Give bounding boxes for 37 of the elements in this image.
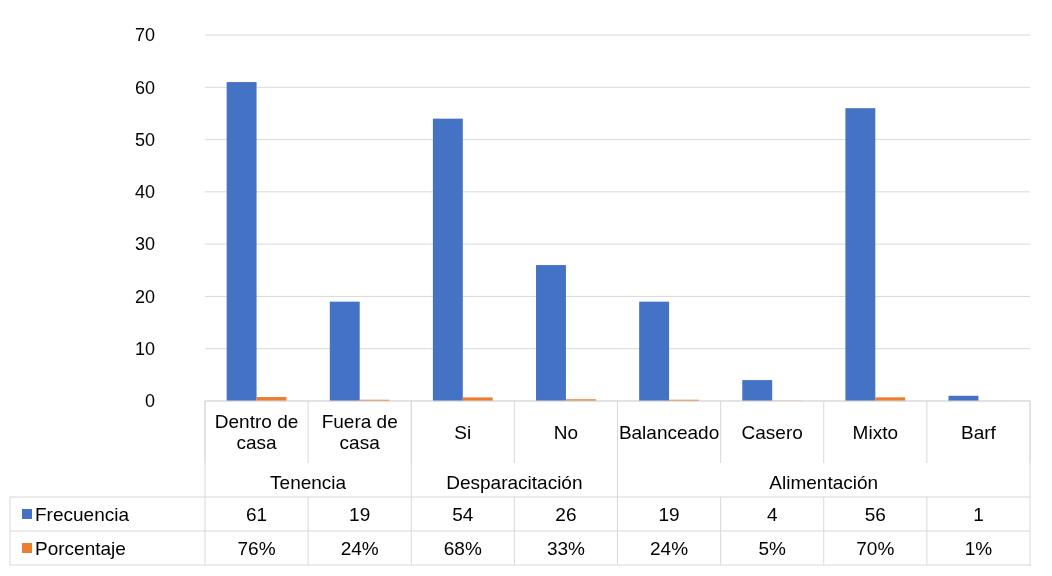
x-tick-label: Barf	[961, 421, 997, 443]
data-label: 76%	[237, 537, 276, 559]
y-tick-label: 0	[144, 391, 155, 412]
legend-label: Frecuencia	[35, 503, 130, 525]
x-tick-label: Dentro de casa	[214, 411, 299, 454]
data-label: 26	[555, 503, 577, 525]
data-label: 61	[245, 503, 268, 525]
y-tick-label: 60	[134, 77, 155, 98]
y-tick-label: 50	[134, 129, 155, 150]
data-label: 70%	[856, 537, 895, 559]
data-label: 19	[349, 503, 371, 525]
data-label: 68%	[443, 537, 482, 559]
legend-label: Porcentaje	[35, 537, 126, 559]
x-tick-label: Si	[454, 421, 472, 443]
text: Tenencia	[270, 471, 347, 493]
data-label: 24%	[650, 537, 689, 559]
x-tick-label: Balanceado	[618, 421, 720, 443]
data-label: 54	[452, 503, 474, 525]
data-label: 4	[766, 503, 778, 525]
y-tick-label: 20	[134, 286, 155, 307]
data-label: 33%	[546, 537, 586, 559]
data-label: 1	[973, 503, 984, 525]
data-label: 56	[864, 503, 886, 525]
data-label: 1%	[964, 537, 993, 559]
data-label: 19	[658, 503, 680, 525]
x-tick-label: Fuera de casa	[321, 411, 398, 454]
y-tick-label: 40	[134, 182, 155, 203]
y-tick-label: 30	[134, 234, 155, 255]
data-label: 24%	[340, 537, 379, 559]
x-tick-label: Casero	[741, 421, 803, 443]
y-tick-label: 10	[134, 339, 155, 360]
y-tick-label: 70	[134, 25, 155, 46]
text: Desparacitación	[446, 471, 583, 493]
data-label: 5%	[758, 537, 787, 559]
text: Alimentación	[769, 471, 879, 493]
x-tick-label: No	[553, 421, 579, 443]
x-tick-label: Mixto	[852, 421, 899, 443]
